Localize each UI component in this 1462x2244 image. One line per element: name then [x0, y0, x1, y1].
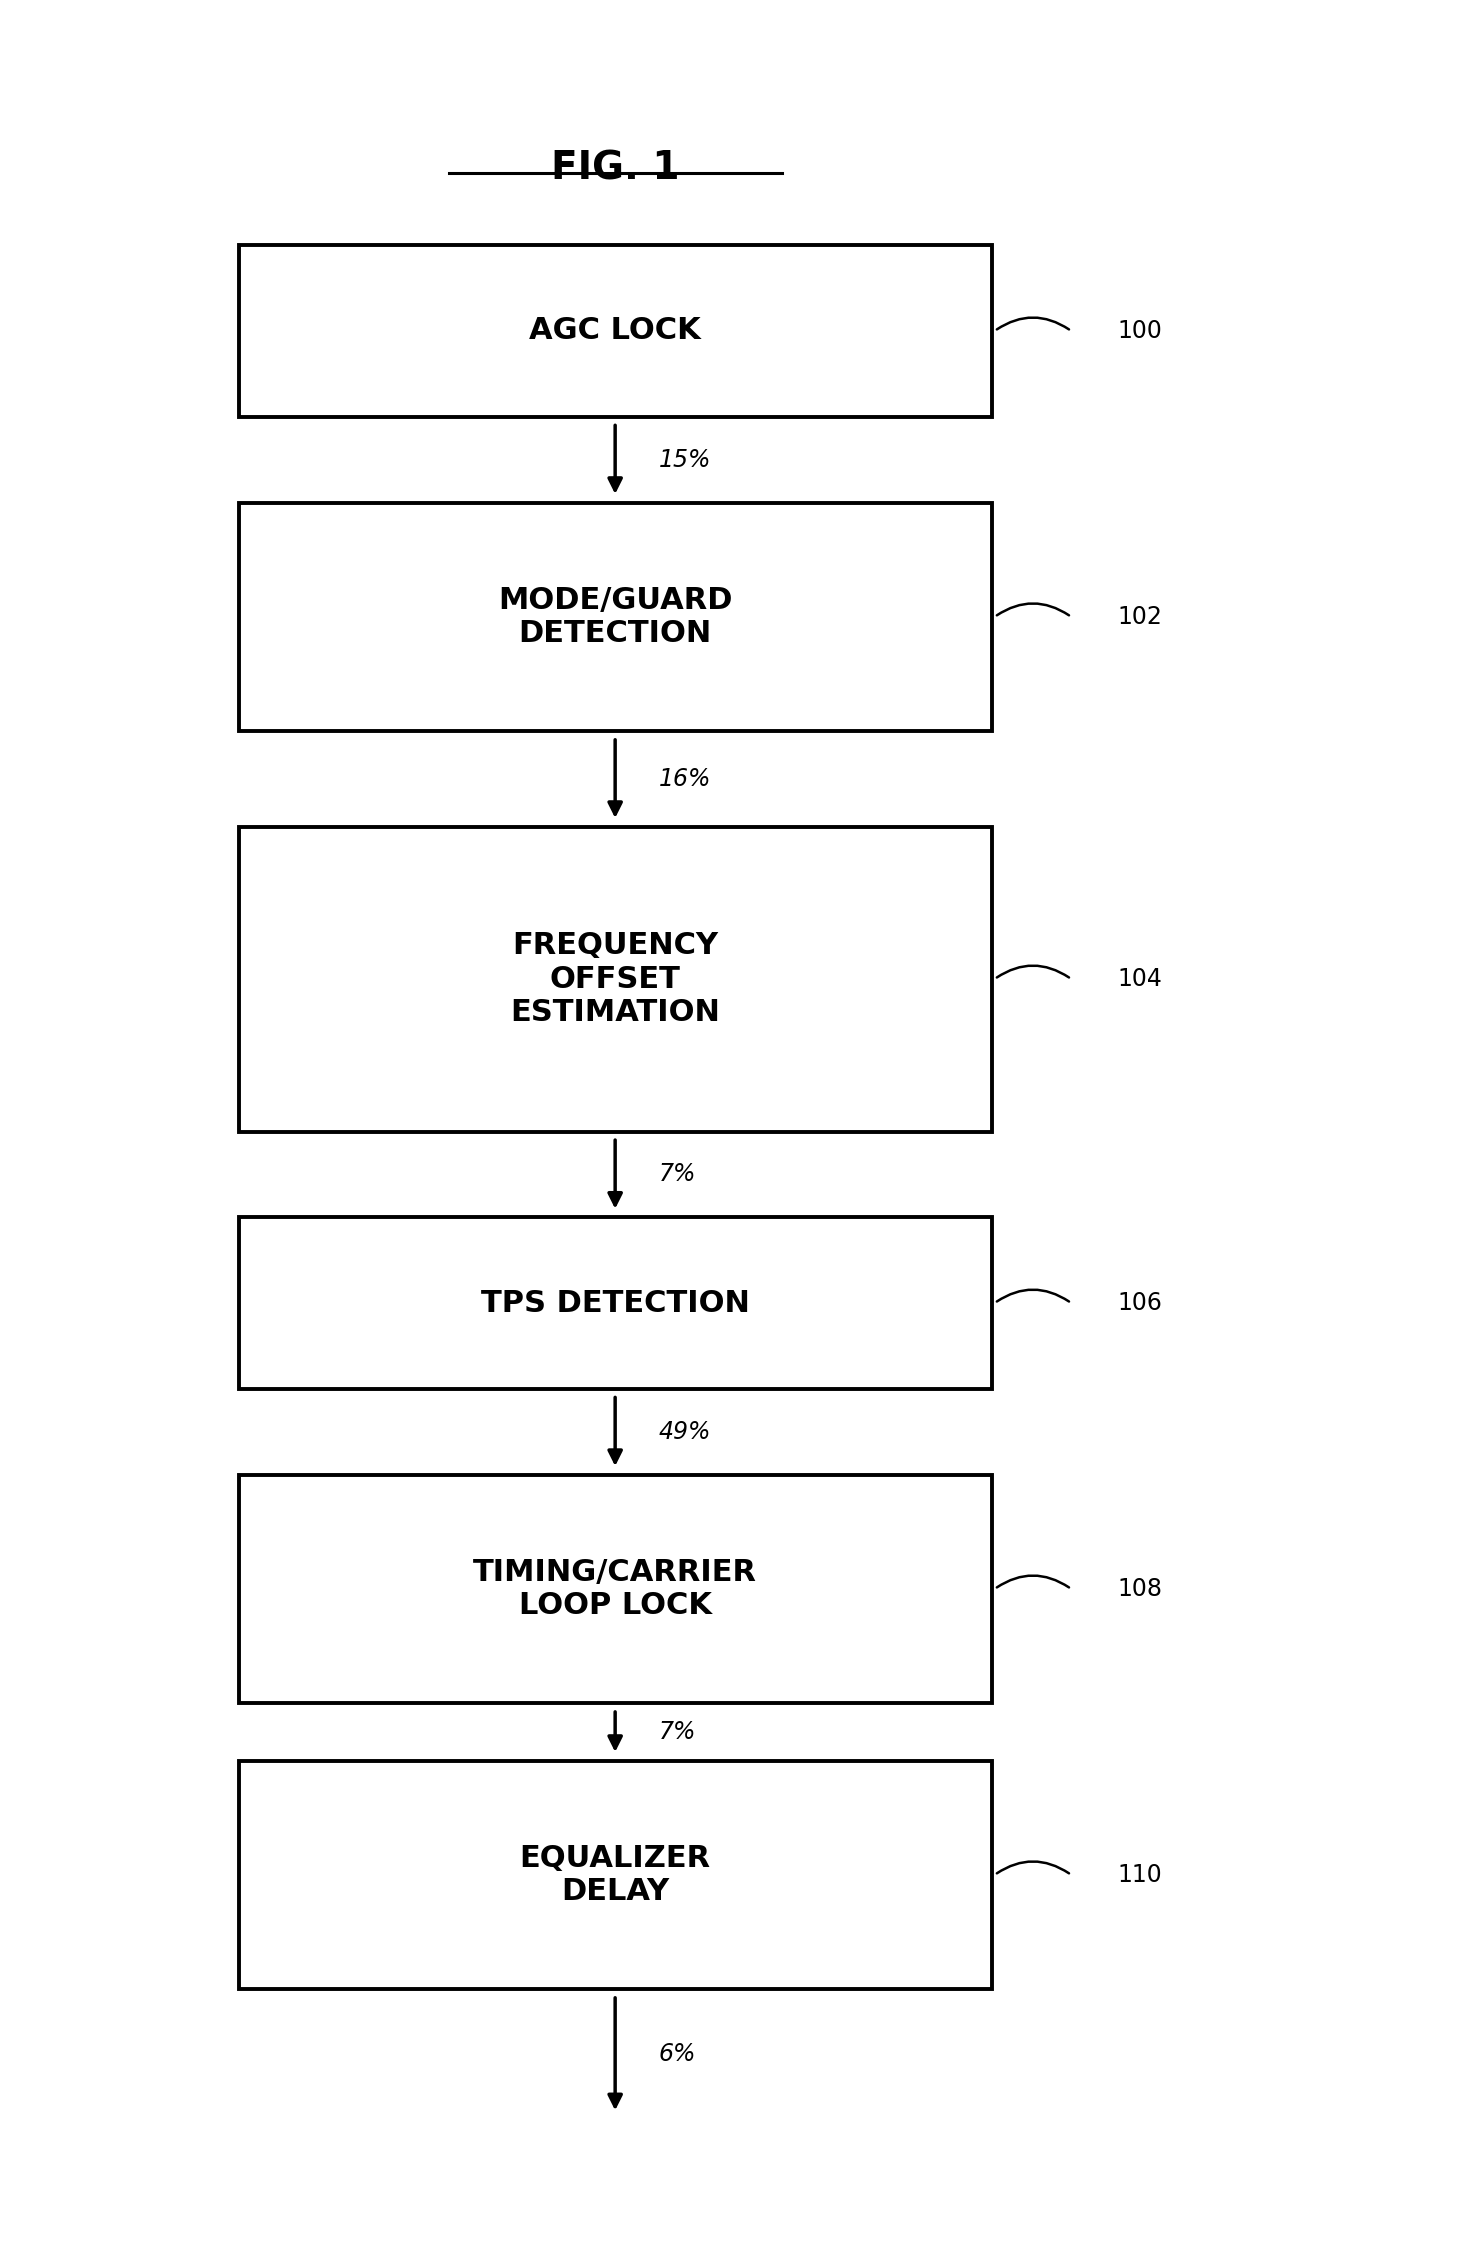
Text: AGC LOCK: AGC LOCK	[529, 316, 700, 346]
Text: MODE/GUARD
DETECTION: MODE/GUARD DETECTION	[499, 586, 732, 649]
Text: 7%: 7%	[658, 1719, 696, 1744]
Text: EQUALIZER
DELAY: EQUALIZER DELAY	[519, 1845, 711, 1905]
FancyBboxPatch shape	[238, 1474, 991, 1703]
FancyBboxPatch shape	[238, 245, 991, 417]
Text: FREQUENCY
OFFSET
ESTIMATION: FREQUENCY OFFSET ESTIMATION	[510, 931, 721, 1028]
Text: 102: 102	[1117, 606, 1162, 628]
FancyBboxPatch shape	[238, 1216, 991, 1389]
Text: 100: 100	[1117, 319, 1162, 343]
Text: 110: 110	[1117, 1863, 1162, 1887]
Text: 7%: 7%	[658, 1162, 696, 1187]
Text: 49%: 49%	[658, 1420, 711, 1443]
Text: 16%: 16%	[658, 767, 711, 790]
Text: 104: 104	[1117, 967, 1162, 992]
FancyBboxPatch shape	[238, 503, 991, 732]
Text: 15%: 15%	[658, 447, 711, 471]
FancyBboxPatch shape	[238, 1762, 991, 1988]
Text: 108: 108	[1117, 1578, 1162, 1600]
Text: 6%: 6%	[658, 2042, 696, 2067]
Text: FIG. 1: FIG. 1	[551, 150, 680, 188]
Text: 106: 106	[1117, 1290, 1162, 1315]
FancyBboxPatch shape	[238, 826, 991, 1131]
Text: TPS DETECTION: TPS DETECTION	[481, 1288, 750, 1317]
Text: TIMING/CARRIER
LOOP LOCK: TIMING/CARRIER LOOP LOCK	[474, 1557, 757, 1620]
